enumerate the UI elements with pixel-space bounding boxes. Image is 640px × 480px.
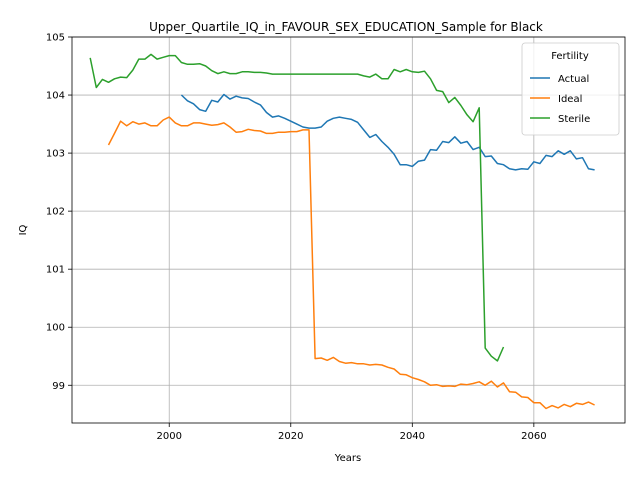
y-tick-label: 105 (46, 33, 65, 44)
tick-layer: 2000 2020 2040 2060 99 100 101 102 103 104 105 (46, 33, 547, 443)
y-tick-label: 100 (46, 323, 65, 334)
y-tick-label: 104 (46, 91, 65, 102)
x-tick-label: 2040 (400, 431, 425, 442)
chart-title: Upper_Quartile_IQ_in_FAVOUR_SEX_EDUCATIO… (149, 20, 543, 34)
y-tick-label: 101 (46, 265, 65, 276)
series-layer (89, 53, 595, 410)
x-tick-label: 2000 (157, 431, 182, 442)
series-line-actual (180, 93, 595, 171)
legend-items: Actual Ideal Sterile (530, 74, 590, 125)
legend-label-ideal: Ideal (558, 94, 582, 105)
x-axis-label: Years (334, 453, 361, 464)
legend-title: Fertility (551, 51, 589, 62)
plot-frame (71, 36, 626, 424)
y-tick-label: 102 (46, 207, 65, 218)
legend: Fertility Actual Ideal Sterile (521, 42, 620, 136)
y-axis-label: IQ (18, 224, 29, 235)
x-tick-label: 2020 (278, 431, 303, 442)
legend-box (521, 42, 620, 136)
x-tick-label: 2060 (521, 431, 546, 442)
series-line-ideal (107, 116, 595, 410)
y-tick-label: 99 (52, 381, 65, 392)
legend-label-actual: Actual (558, 74, 589, 85)
legend-label-sterile: Sterile (558, 114, 590, 125)
y-tick-label: 103 (46, 149, 65, 160)
series-line-sterile (89, 53, 505, 362)
